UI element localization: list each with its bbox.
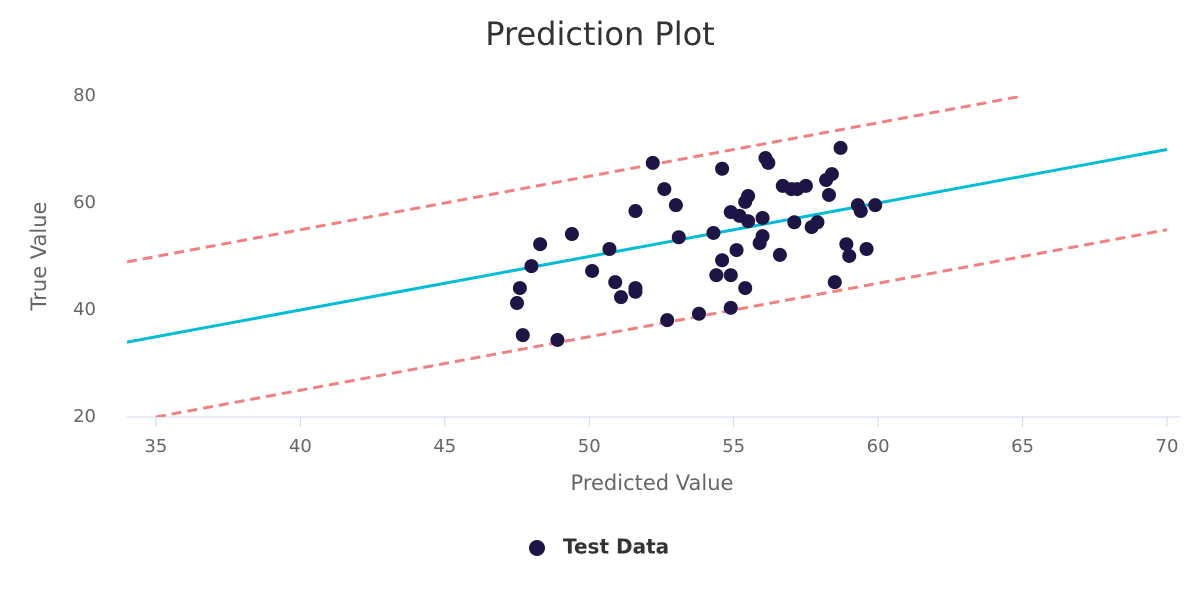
scatter-point — [510, 296, 524, 311]
x-tick-label: 65 — [1011, 436, 1034, 457]
y-tick-label: 20 — [73, 406, 96, 427]
scatter-point — [741, 189, 756, 204]
scatter-point — [741, 214, 756, 229]
scatter-point — [533, 237, 548, 252]
scatter-point — [524, 259, 539, 274]
scatter-point — [755, 229, 770, 244]
y-tick-label: 40 — [73, 299, 96, 320]
scatter-point — [512, 281, 527, 296]
scatter-point — [868, 198, 883, 213]
legend-label: Test Data — [563, 535, 669, 559]
scatter-point — [755, 210, 770, 225]
scatter-point — [787, 215, 802, 230]
scatter-point — [550, 332, 565, 347]
scatter-point — [608, 275, 623, 290]
scatter-point — [660, 313, 675, 328]
scatter-point — [585, 263, 600, 278]
scatter-point — [715, 253, 730, 268]
scatter-point — [772, 247, 787, 262]
scatter-point — [645, 155, 660, 170]
scatter-point — [671, 230, 686, 245]
scatter-point — [692, 306, 706, 321]
x-tick-label: 70 — [1156, 436, 1179, 457]
x-tick-label: 45 — [433, 436, 456, 457]
scatter-point — [738, 281, 753, 296]
scatter-point — [515, 328, 530, 343]
scatter-point — [564, 227, 579, 242]
fit-line — [127, 148, 1168, 344]
x-axis-title: Predicted Value — [571, 471, 734, 495]
scatter-point — [668, 198, 683, 213]
scatter-point — [798, 178, 813, 193]
x-tick-label: 55 — [722, 436, 745, 457]
scatter-point — [761, 155, 776, 170]
scatter-point — [614, 290, 628, 305]
scatter-point — [602, 242, 617, 257]
y-tick-label: 60 — [73, 192, 96, 213]
scatter-point — [853, 204, 868, 219]
scatter-point — [842, 248, 857, 263]
scatter-point — [859, 242, 874, 257]
scatter-point — [706, 225, 721, 240]
scatter-point — [657, 182, 672, 197]
scatter-point — [628, 284, 643, 299]
dashed-line — [127, 96, 1023, 264]
scatter-point — [723, 268, 738, 283]
scatter-point — [709, 268, 724, 283]
x-tick-label: 35 — [144, 436, 167, 457]
scatter-point — [729, 243, 744, 258]
chart-title: Prediction Plot — [485, 15, 714, 53]
scatter-point — [833, 140, 848, 155]
scatter-point — [827, 275, 842, 290]
scatter-point — [822, 187, 836, 202]
x-tick-label: 40 — [289, 436, 312, 457]
plot-area — [127, 96, 1168, 417]
legend-item[interactable]: Test Data — [529, 535, 669, 559]
x-tick-label: 50 — [578, 436, 601, 457]
scatter-point — [839, 237, 854, 252]
scatter-point — [715, 161, 730, 176]
scatter-point — [810, 215, 825, 230]
y-tick-label: 80 — [73, 85, 96, 106]
legend-symbol — [529, 540, 545, 556]
scatter-point — [723, 300, 738, 315]
y-axis-title: True Value — [27, 202, 51, 312]
x-tick-label: 60 — [867, 436, 890, 457]
scatter-point — [628, 204, 643, 219]
scatter-point — [824, 167, 839, 182]
